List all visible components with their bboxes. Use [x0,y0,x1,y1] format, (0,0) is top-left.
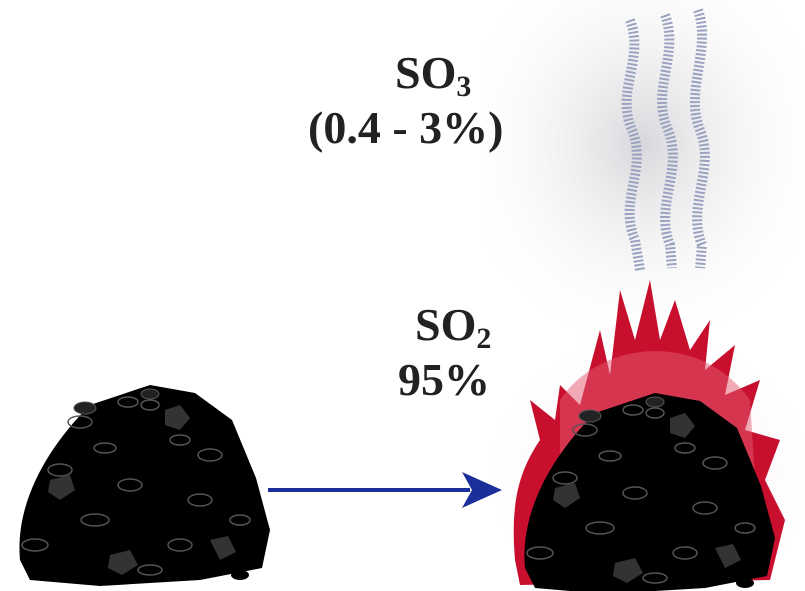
smoke-plumes [621,8,710,271]
formula: SO [395,47,456,98]
formula: SO [415,299,476,350]
arrow-head [462,472,502,508]
subscript: 2 [476,322,491,355]
coal-pile [18,384,271,587]
so2-label: SO2 [415,299,491,355]
smoke-haze [480,0,805,360]
so3-label: SO3 [395,47,471,103]
so3-amount: (0.4 - 3%) [308,102,503,153]
so2-amount: 95% [398,354,490,405]
subscript: 3 [456,70,471,103]
